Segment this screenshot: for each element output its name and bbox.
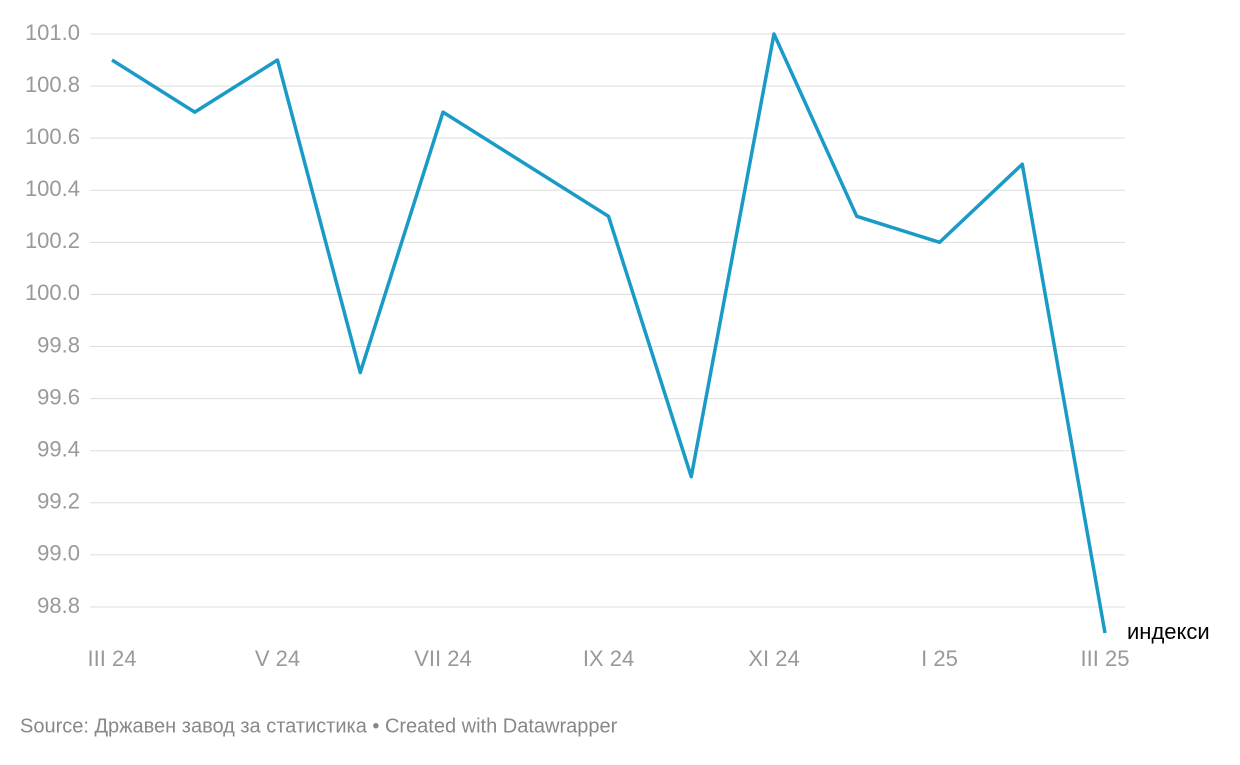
- line: [111, 32, 1107, 634]
- x-tick-label: III 24: [88, 646, 137, 671]
- y-tick-label: 100.0: [25, 280, 80, 305]
- y-tick-label: 100.8: [25, 72, 80, 97]
- y-tick-label: 99.0: [37, 541, 80, 566]
- y-tick-label: 99.2: [37, 489, 80, 514]
- y-tick-label: 100.2: [25, 228, 80, 253]
- y-tick-label: 99.8: [37, 332, 80, 357]
- y-tick-label: 100.6: [25, 124, 80, 149]
- y-tick-label: 98.8: [37, 593, 80, 618]
- x-tick-label: XI 24: [748, 646, 799, 671]
- x-tick-label: III 25: [1081, 646, 1130, 671]
- y-tick-label: 99.4: [37, 437, 80, 462]
- y-tick-label: 100.4: [25, 176, 80, 201]
- y-tick-label: 99.6: [37, 384, 80, 409]
- series-label: индекси: [1127, 619, 1210, 644]
- y-tick-label: 101.0: [25, 20, 80, 45]
- x-tick-label: IX 24: [583, 646, 634, 671]
- x-tick-label: I 25: [921, 646, 958, 671]
- footer: Source: Државен завод за статистика • Cr…: [20, 715, 618, 737]
- x-tick-label: V 24: [255, 646, 300, 671]
- x-tick-label: VII 24: [414, 646, 471, 671]
